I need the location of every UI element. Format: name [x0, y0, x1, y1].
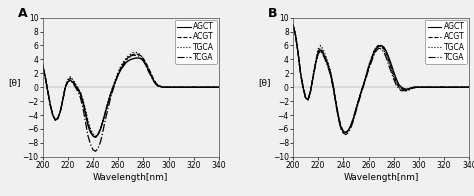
Y-axis label: [θ]: [θ]: [8, 78, 20, 87]
X-axis label: Wavelength[nm]: Wavelength[nm]: [93, 173, 168, 182]
Text: B: B: [268, 6, 278, 20]
Y-axis label: [θ]: [θ]: [258, 78, 271, 87]
X-axis label: Wavelength[nm]: Wavelength[nm]: [344, 173, 419, 182]
Text: A: A: [18, 6, 27, 20]
Legend: AGCT, ACGT, TGCA, TCGA: AGCT, ACGT, TGCA, TCGA: [425, 20, 467, 64]
Legend: AGCT, ACGT, TGCA, TCGA: AGCT, ACGT, TGCA, TCGA: [175, 20, 217, 64]
